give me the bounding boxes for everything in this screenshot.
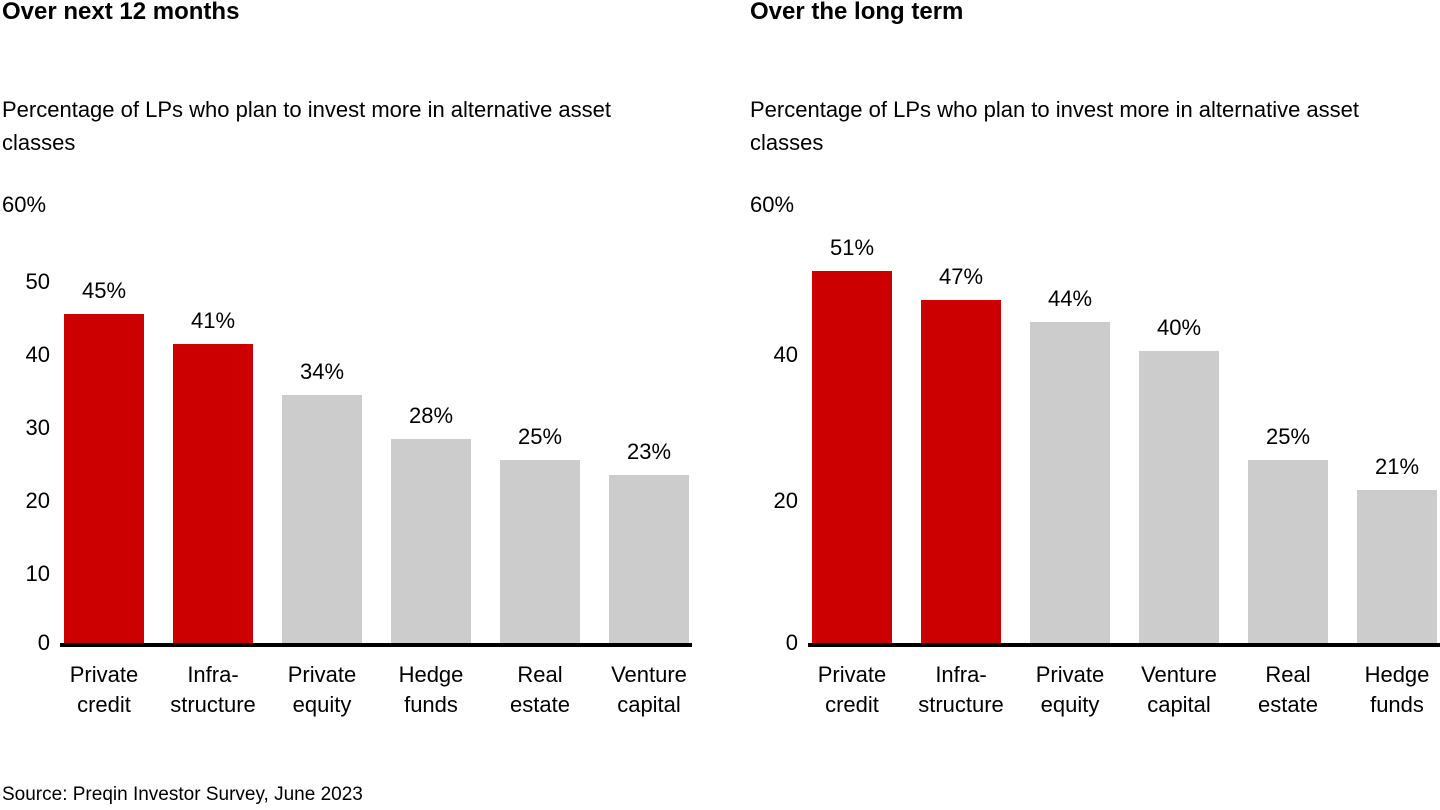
x-axis-category-label: Real estate (510, 662, 570, 717)
bar (1139, 351, 1219, 643)
x-axis-category-label: Private credit (69, 662, 139, 717)
chart-title: Over next 12 months (2, 0, 240, 25)
bar (1357, 490, 1437, 643)
x-axis-category-label: Real estate (1258, 662, 1318, 717)
bar (609, 475, 689, 643)
y-axis-top-label: 60% (750, 192, 795, 217)
bar-value-label: 34% (299, 359, 345, 384)
source-note: Source: Preqin Investor Survey, June 202… (2, 784, 363, 805)
x-axis-category-label: Private equity (1035, 662, 1105, 717)
bar-value-label: 25% (517, 424, 563, 449)
y-axis-tick-label: 50 (25, 269, 50, 294)
bar-value-label: 44% (1047, 286, 1093, 311)
bar-value-label: 47% (938, 264, 984, 289)
bar (391, 439, 471, 643)
bar (500, 460, 580, 643)
y-axis-tick-label: 0 (37, 630, 50, 655)
bar-value-label: 41% (190, 308, 236, 333)
bar-value-label: 25% (1265, 424, 1311, 449)
bar (921, 300, 1001, 643)
plot-area: 50 40 30 20 10 0 45% Private credit 41% Infra- st… (2, 0, 692, 770)
y-axis-tick-label: 20 (25, 488, 50, 513)
bar (282, 395, 362, 643)
y-axis-tick-label: 10 (25, 561, 50, 586)
plot-area: 40 20 0 51% Private credit 47% Infra- structur… (750, 0, 1440, 770)
bar-value-label: 40% (1156, 315, 1202, 340)
bar (812, 271, 892, 643)
x-axis-category-label: Venture capital (1141, 662, 1217, 717)
x-axis-category-label: Hedge funds (398, 662, 464, 717)
chart-panel-long-term: Over the long term Percentage of LPs who… (750, 0, 1440, 770)
bar-value-label: 28% (408, 403, 454, 428)
bar-value-label: 23% (626, 439, 672, 464)
bar (1030, 322, 1110, 643)
x-axis-category-label: Private equity (287, 662, 357, 717)
y-axis-tick-label: 40 (773, 342, 798, 367)
y-axis-tick-label: 30 (25, 415, 50, 440)
bar (64, 314, 144, 643)
chart-subtitle: Percentage of LPs who plan to invest mor… (750, 97, 1360, 155)
x-axis-line (60, 643, 692, 647)
x-axis-category-label: Venture capital (611, 662, 687, 717)
x-axis-category-label: Infra- structure (918, 662, 1004, 717)
chart-panel-next-12-months: Over next 12 months Percentage of LPs wh… (2, 0, 692, 770)
x-axis-category-label: Private credit (817, 662, 887, 717)
bar-value-label: 45% (81, 278, 127, 303)
bar (1248, 460, 1328, 643)
bar-value-label: 51% (829, 235, 875, 260)
y-axis-tick-label: 20 (773, 488, 798, 513)
chart-title: Over the long term (750, 0, 964, 25)
y-axis-top-label: 60% (2, 192, 47, 217)
y-axis-tick-label: 40 (25, 342, 50, 367)
x-axis-category-label: Hedge funds (1364, 662, 1430, 717)
y-axis-tick-label: 0 (785, 630, 798, 655)
bar-value-label: 21% (1374, 454, 1420, 479)
bar (173, 344, 253, 643)
chart-subtitle: Percentage of LPs who plan to invest mor… (2, 97, 612, 155)
x-axis-line (808, 643, 1440, 647)
x-axis-category-label: Infra- structure (170, 662, 256, 717)
